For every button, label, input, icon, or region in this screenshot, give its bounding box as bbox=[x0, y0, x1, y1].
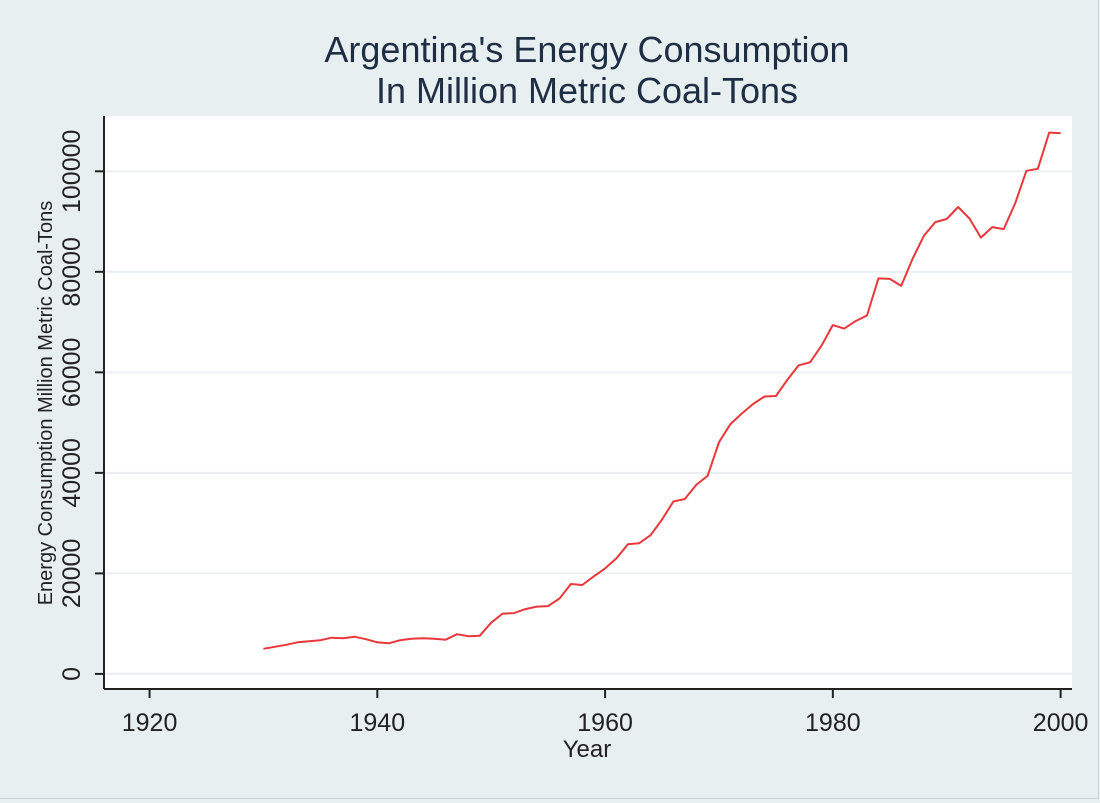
x-tick-label: 1960 bbox=[577, 709, 633, 737]
y-tick-label: 80000 bbox=[58, 237, 86, 307]
y-tick-label: 0 bbox=[58, 667, 86, 681]
x-axis-ticks: 1920 1940 1960 1980 2000 bbox=[122, 689, 1089, 737]
chart-title-line-1: Argentina's Energy Consumption bbox=[324, 29, 849, 70]
y-tick-label: 40000 bbox=[58, 438, 86, 508]
y-tick-label: 100000 bbox=[58, 130, 86, 213]
grid-lines bbox=[104, 170, 1072, 675]
x-tick-label: 1980 bbox=[805, 709, 861, 737]
y-tick-label: 60000 bbox=[58, 338, 86, 408]
y-axis-ticks: 0 20000 40000 60000 80000 100000 bbox=[58, 130, 104, 681]
chart-title-line-2: In Million Metric Coal-Tons bbox=[376, 70, 798, 111]
x-axis-label: Year bbox=[563, 736, 612, 763]
series-line bbox=[263, 131, 1061, 650]
y-tick-label: 20000 bbox=[58, 539, 86, 609]
x-tick-label: 1920 bbox=[122, 709, 178, 737]
x-tick-label: 1940 bbox=[350, 709, 406, 737]
plot-area bbox=[104, 116, 1072, 689]
y-axis-label: Energy Consumption Million Metric Coal-T… bbox=[35, 201, 57, 606]
x-tick-label: 2000 bbox=[1033, 709, 1089, 737]
